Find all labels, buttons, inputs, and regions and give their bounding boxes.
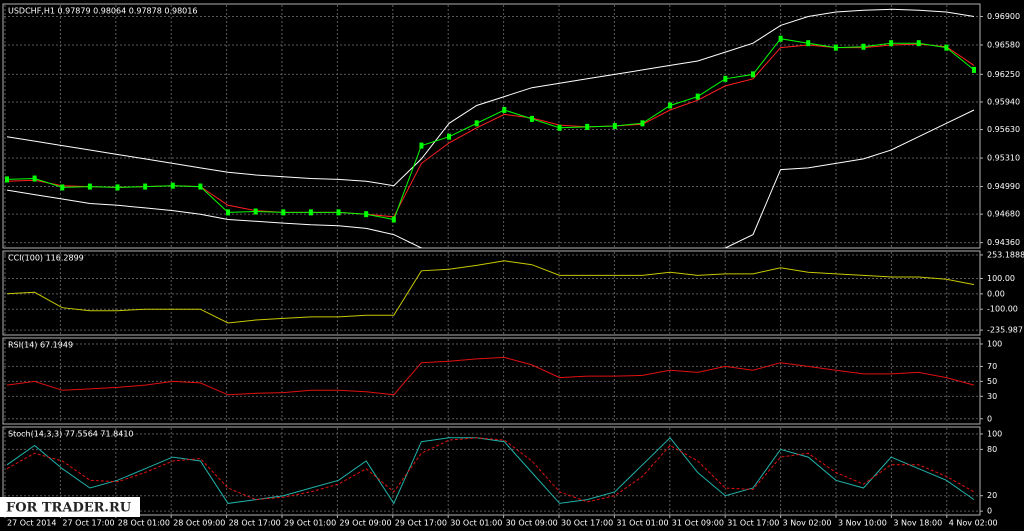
price-marker: [143, 183, 148, 190]
watermark-text: FOR TRADER.RU: [6, 501, 132, 516]
x-tick-label: 28 Oct 01:00: [118, 519, 170, 528]
x-tick-label: 30 Oct 01:00: [450, 519, 502, 528]
series-line: [6, 356, 975, 396]
y-tick-label: -100.00: [987, 305, 1018, 314]
price-marker: [557, 124, 562, 131]
price-marker: [391, 216, 396, 223]
x-tick-label: 30 Oct 17:00: [561, 519, 613, 528]
panel-title: Stoch(14,3,3) 77.5564 71.8410: [8, 430, 134, 439]
price-marker: [60, 184, 65, 191]
watermark: FOR TRADER.RU: [0, 497, 140, 517]
y-tick-label: 0.94680: [987, 210, 1020, 219]
price-marker: [640, 120, 645, 127]
panel-title: RSI(14) 67.1949: [8, 341, 73, 350]
y-tick-label: 0.96250: [987, 70, 1020, 79]
price-marker: [861, 43, 866, 50]
price-marker: [447, 133, 452, 140]
y-tick-label: 0.94360: [987, 238, 1020, 247]
y-tick-label: 70: [987, 362, 997, 371]
series-line: [6, 109, 975, 248]
price-marker: [889, 40, 894, 47]
price-marker: [806, 40, 811, 47]
x-tick-label: 3 Nov 18:00: [893, 519, 942, 528]
y-tick-label: 0.95940: [987, 97, 1020, 106]
price-marker: [778, 35, 783, 42]
panel-frame: [2, 3, 981, 249]
price-marker: [226, 209, 231, 216]
price-marker: [170, 182, 175, 189]
x-tick-label: 28 Oct 17:00: [229, 519, 281, 528]
series-line: [6, 437, 975, 505]
y-tick-label: 0: [987, 414, 992, 423]
price-marker: [198, 183, 203, 190]
y-tick-label: 0.95630: [987, 125, 1020, 134]
y-tick-label: 30: [987, 392, 997, 401]
price-marker: [916, 40, 921, 47]
price-marker: [336, 209, 341, 216]
x-tick-label: 31 Oct 09:00: [672, 519, 724, 528]
price-marker: [723, 75, 728, 82]
price-marker: [474, 120, 479, 127]
series-line: [6, 38, 975, 221]
x-tick-label: 31 Oct 17:00: [727, 519, 779, 528]
y-tick-label: 50: [987, 377, 997, 386]
price-marker: [612, 123, 617, 129]
panel-frame: [2, 250, 981, 336]
y-tick-label: 20: [987, 491, 997, 500]
price-marker: [115, 184, 120, 191]
y-tick-label: 0.96580: [987, 40, 1020, 49]
x-tick-label: 27 Oct 2014: [7, 519, 56, 528]
x-tick-label: 29 Oct 09:00: [339, 519, 391, 528]
panel-title: CCI(100) 116.2899: [8, 254, 84, 263]
price-marker: [253, 208, 258, 215]
y-tick-label: 100: [987, 429, 1002, 438]
x-tick-label: 30 Oct 09:00: [506, 519, 558, 528]
x-tick-label: 29 Oct 17:00: [395, 519, 447, 528]
price-marker: [87, 183, 92, 190]
x-tick-label: 27 Oct 17:00: [62, 519, 114, 528]
price-marker: [585, 123, 590, 130]
x-tick-label: 31 Oct 01:00: [616, 519, 668, 528]
price-marker: [750, 71, 755, 78]
y-tick-label: 0: [987, 507, 992, 516]
price-marker: [944, 44, 949, 51]
panel-frame: [2, 426, 981, 516]
y-tick-label: 80: [987, 445, 997, 454]
price-marker: [281, 209, 286, 216]
price-marker: [972, 66, 976, 73]
y-tick-label: 0.96900: [987, 12, 1020, 21]
y-tick-label: -235.987: [987, 326, 1023, 335]
x-tick-label: 4 Nov 02:00: [949, 519, 998, 528]
price-marker: [502, 106, 507, 113]
x-tick-label: 3 Nov 10:00: [838, 519, 887, 528]
price-marker: [419, 142, 424, 149]
watermark-box: [0, 497, 140, 517]
y-tick-label: 0.95310: [987, 154, 1020, 163]
y-tick-label: 100.00: [987, 274, 1015, 283]
x-tick-label: 3 Nov 02:00: [783, 519, 832, 528]
panel-title: USDCHF,H1 0.97879 0.98064 0.97878 0.9801…: [8, 7, 197, 16]
price-marker: [695, 93, 700, 100]
price-marker: [308, 209, 313, 216]
price-marker: [5, 176, 9, 183]
series-line: [6, 8, 975, 187]
price-marker: [668, 102, 673, 109]
price-marker: [32, 175, 37, 182]
price-marker: [833, 44, 838, 51]
y-tick-label: 253.1888: [987, 250, 1024, 259]
y-tick-label: 100: [987, 339, 1002, 348]
price-marker: [364, 211, 369, 218]
x-tick-label: 28 Oct 09:00: [173, 519, 225, 528]
price-marker: [529, 115, 534, 122]
x-tick-label: 29 Oct 01:00: [284, 519, 336, 528]
series-line: [6, 437, 975, 503]
series-line: [6, 260, 975, 324]
y-tick-label: 0.94990: [987, 182, 1020, 191]
y-tick-label: 0.00: [987, 289, 1005, 298]
